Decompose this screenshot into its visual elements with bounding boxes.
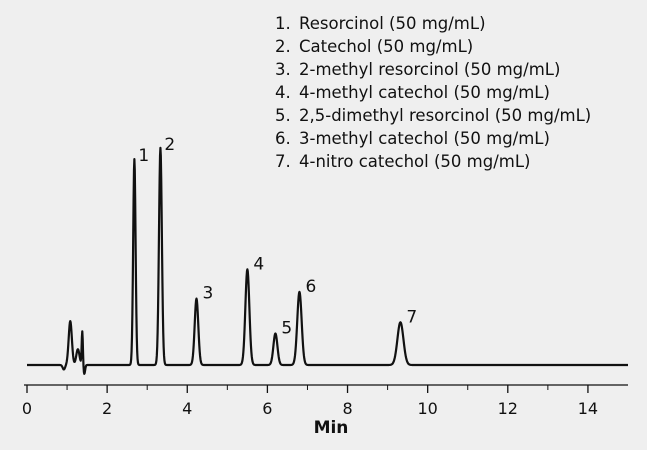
legend-item-label: 3-methyl catechol (50 mg/mL): [299, 129, 550, 148]
legend-item-label: 4-nitro catechol (50 mg/mL): [299, 152, 530, 171]
legend-item-label: 2,5-dimethyl resorcinol (50 mg/mL): [299, 106, 591, 125]
legend-item-number: 6.: [275, 129, 291, 148]
x-tick-label: 10: [417, 399, 437, 418]
x-tick-label: 12: [498, 399, 518, 418]
legend-item-number: 7.: [275, 152, 291, 171]
peak-labels: 12 3 4 5 6 7: [138, 135, 417, 339]
legend-item-label: Resorcinol (50 mg/mL): [299, 14, 486, 33]
x-tick-label: 6: [262, 399, 272, 418]
x-tick-label: 8: [342, 399, 352, 418]
peak-label: 1: [138, 146, 149, 166]
legend-item-number: 2.: [275, 37, 291, 56]
peak-label: 4: [253, 254, 264, 274]
chromatogram-trace: [26, 146, 629, 375]
legend-item-number: 5.: [275, 106, 291, 125]
peak-label: 6: [305, 277, 316, 297]
peak-label: 2: [164, 135, 175, 155]
legend-item-label: Catechol (50 mg/mL): [299, 37, 473, 56]
legend-item-label: 4-methyl catechol (50 mg/mL): [299, 83, 550, 102]
x-tick-label: 14: [578, 399, 598, 418]
peak-label: 3: [202, 284, 213, 304]
legend-item-number: 4.: [275, 83, 291, 102]
x-tick-label: 0: [22, 399, 32, 418]
x-tick-label: 2: [102, 399, 112, 418]
peak-label: 7: [406, 307, 417, 327]
x-tick-label: 4: [182, 399, 192, 418]
legend-item-number: 3.: [275, 60, 291, 79]
legend-item-number: 1.: [275, 14, 291, 33]
peak-label: 5: [281, 319, 292, 339]
legend: 1. Resorcinol (50 mg/mL) 2. Catechol (50 mg…: [275, 14, 591, 171]
x-axis-title: Min: [314, 418, 349, 438]
legend-item-label: 2-methyl resorcinol (50 mg/mL): [299, 60, 560, 79]
x-axis-ticks: 0 2 4 6 8 10 12 14: [22, 385, 598, 418]
